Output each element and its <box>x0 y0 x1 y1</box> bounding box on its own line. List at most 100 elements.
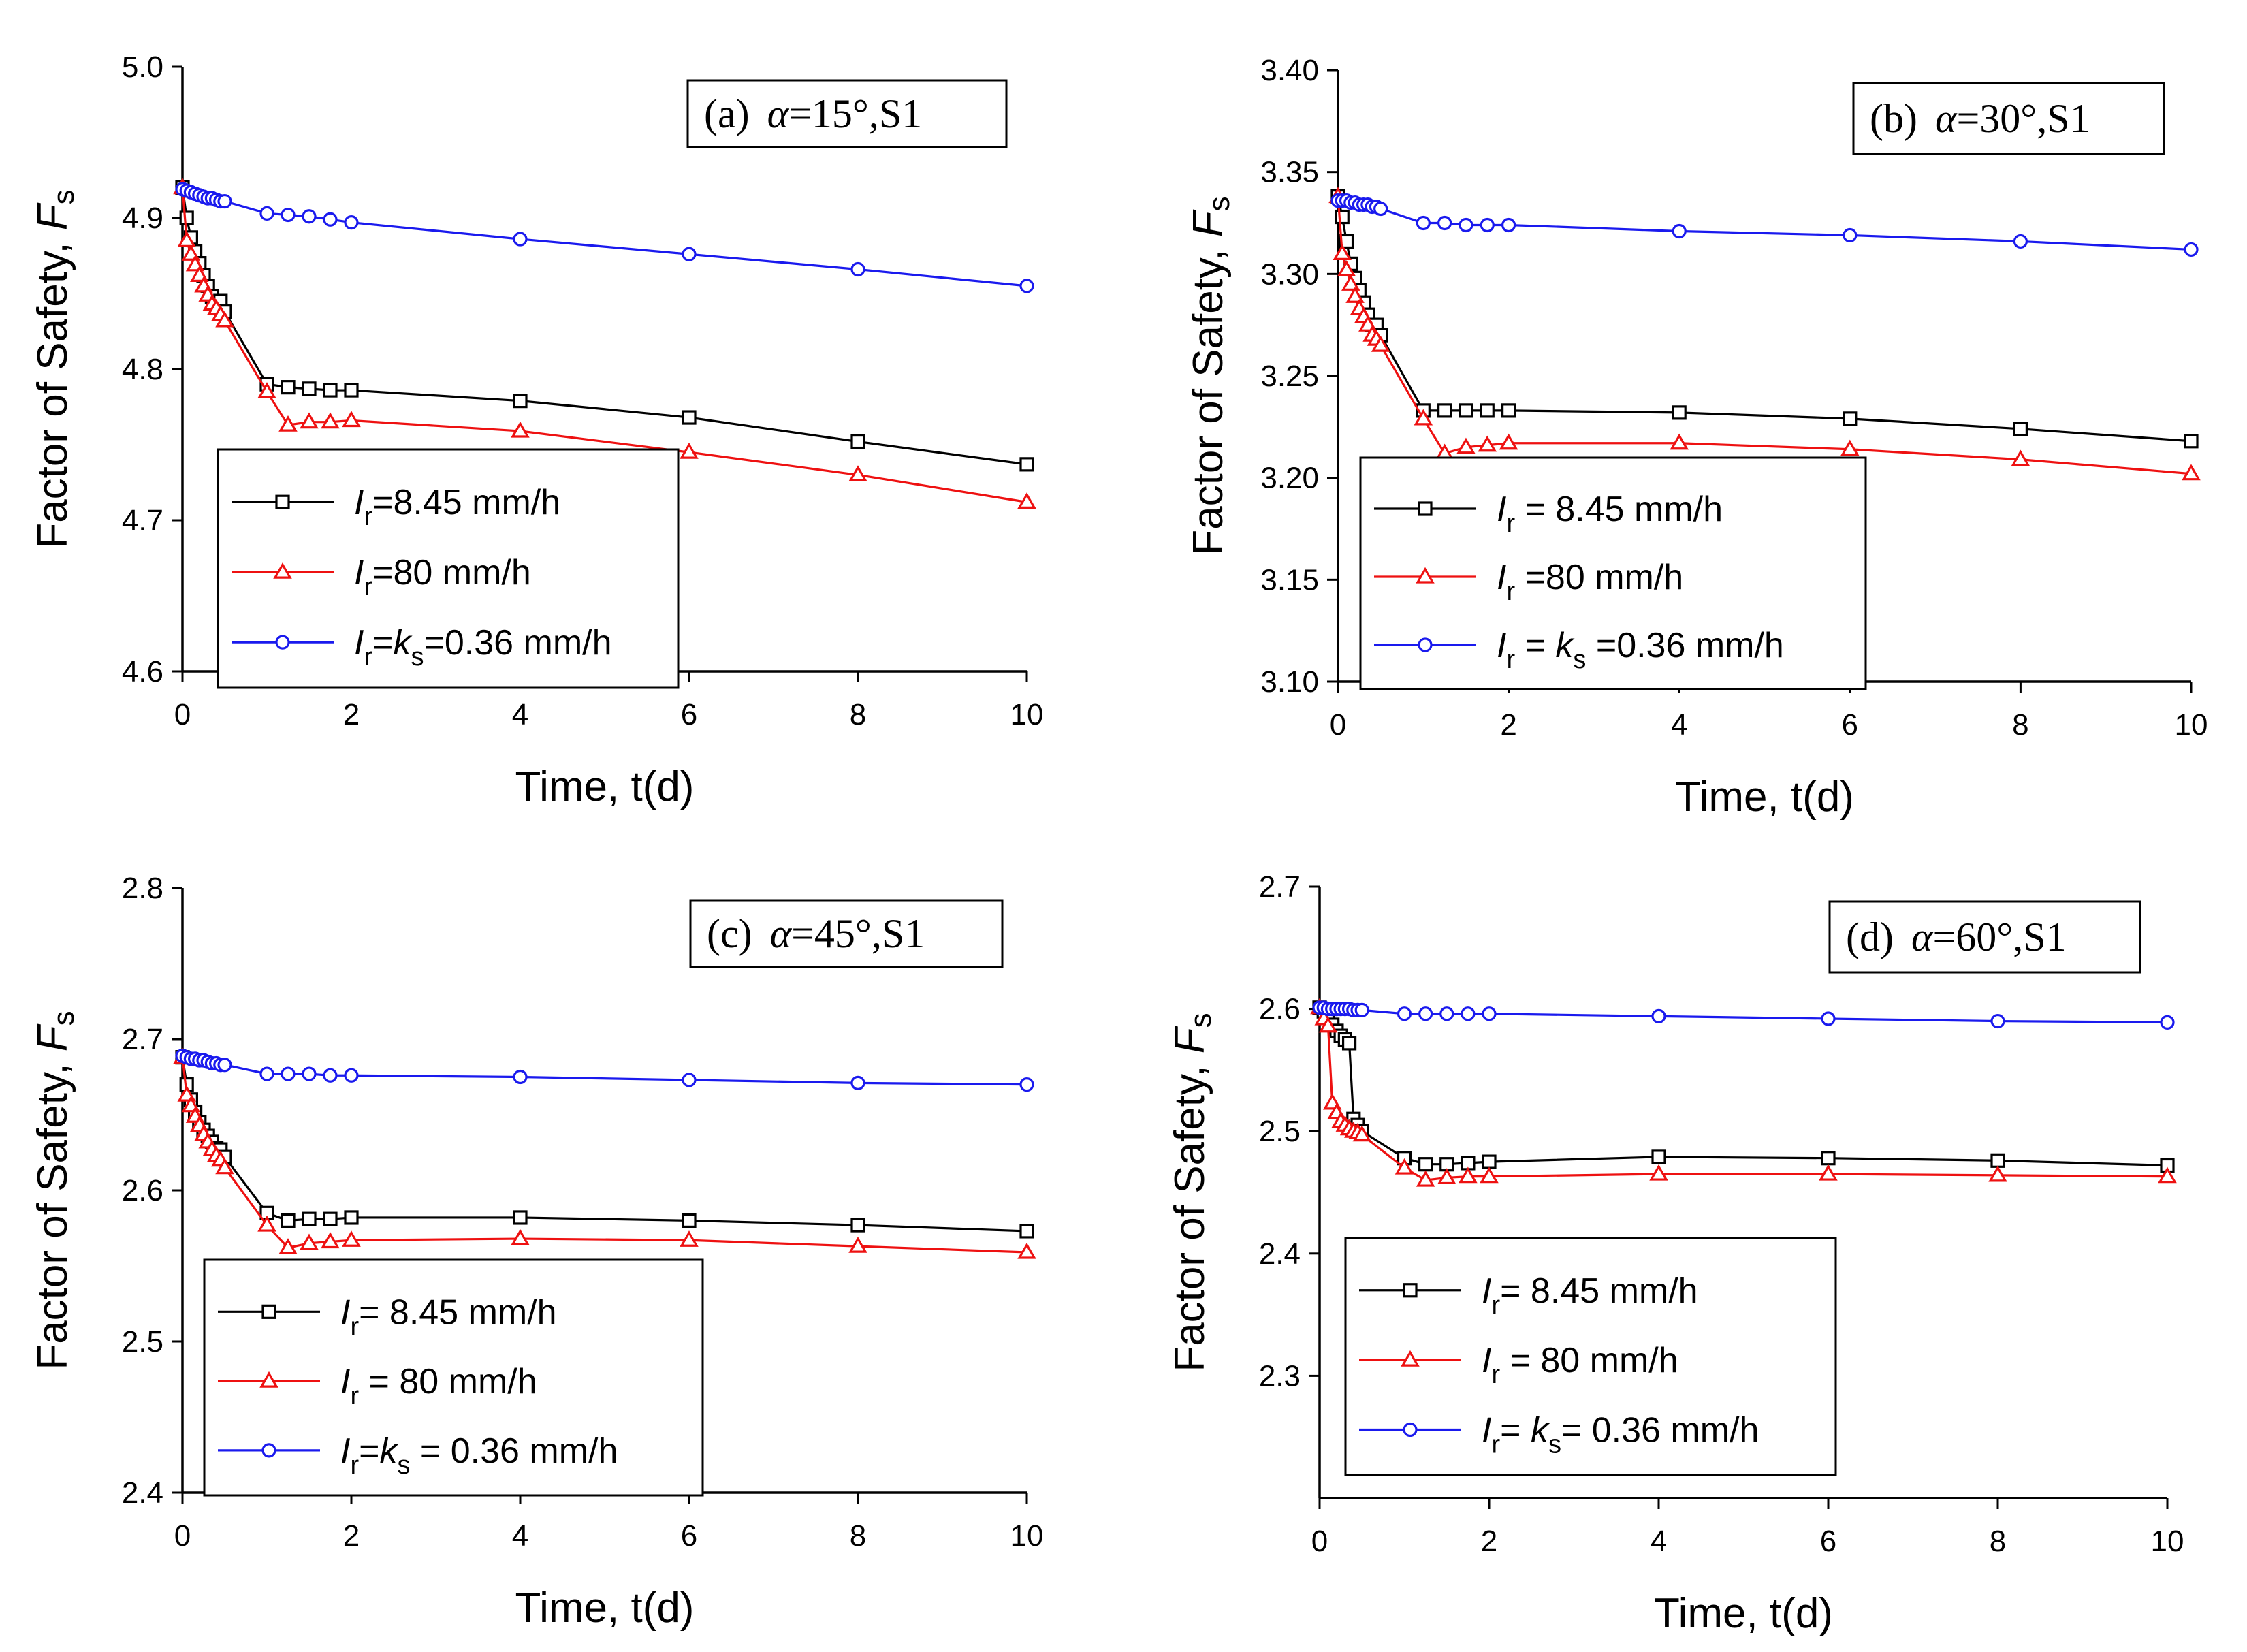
data-point <box>1335 209 1350 225</box>
legend-text-part: =80 mm/h <box>1515 558 1683 597</box>
y-tick-label: 4.7 <box>122 504 163 537</box>
legend-subscript: r <box>1491 1361 1500 1389</box>
y-axis-title-symbol: F <box>1185 209 1232 237</box>
legend-text-part: = 80 mm/h <box>1500 1341 1678 1380</box>
data-point <box>1019 457 1034 472</box>
legend-entry: Ir= 8.45 mm/h <box>340 1292 557 1341</box>
annotation-box <box>686 79 1008 148</box>
legend-subscript: r <box>1491 1430 1500 1459</box>
chart-panel: 4.6 4.7 4.8 4.9 5.0 0 2 4 6 8 10 Time, t(d) Factor o… <box>29 50 1043 810</box>
legend-text-part: =8.45 mm/h <box>372 483 560 522</box>
x-tick-label: 0 <box>174 1519 191 1553</box>
data-point <box>344 1210 359 1225</box>
x-tick-label: 6 <box>681 698 697 731</box>
data-point <box>177 231 196 247</box>
y-axis-title: Factor of Safety, Fs <box>1185 196 1236 555</box>
x-tick-label: 2 <box>343 698 360 731</box>
legend-box <box>217 448 680 689</box>
data-point <box>1341 274 1360 291</box>
data-point <box>680 1230 699 1247</box>
legend-entry: Ir = 8.45 mm/h <box>1497 490 1723 538</box>
series-circle <box>1312 1000 2175 1030</box>
data-point <box>1416 1170 1435 1187</box>
data-point <box>1017 492 1036 509</box>
data-point <box>1352 1125 1372 1142</box>
legend-text-part: =0.36 mm/h <box>424 623 611 663</box>
data-point <box>281 380 296 395</box>
x-tick-label: 10 <box>1010 698 1044 731</box>
legend-entry: Ir=ks = 0.36 mm/h <box>340 1431 618 1480</box>
data-point <box>1371 335 1390 352</box>
data-point <box>1354 1002 1369 1017</box>
legend-text-part: = <box>372 623 393 663</box>
legend-subscript: s <box>1573 646 1586 674</box>
data-point <box>1017 1242 1036 1259</box>
data-point <box>281 1213 296 1228</box>
legend-symbol: I <box>1497 490 1506 529</box>
data-point <box>1501 217 1516 233</box>
data-point <box>850 261 865 277</box>
legend-symbol: I <box>1482 1341 1491 1380</box>
legend-subscript: s <box>397 1451 410 1480</box>
x-tick-label: 6 <box>681 1519 697 1553</box>
legend-text-part: = <box>1500 1410 1531 1450</box>
data-point <box>1019 279 1034 293</box>
x-axis-title: Time, t(d) <box>1654 1590 1833 1637</box>
series-circle <box>175 182 1034 293</box>
data-point <box>1672 223 1687 239</box>
legend-entry: Ir =80 mm/h <box>1497 558 1683 606</box>
y-tick-label: 3.15 <box>1260 563 1319 597</box>
y-tick-label: 2.4 <box>122 1476 163 1510</box>
y-tick-label: 2.4 <box>1259 1237 1301 1271</box>
data-point <box>1333 244 1352 260</box>
legend-entry: Ir= 8.45 mm/h <box>1482 1271 1698 1320</box>
data-point <box>323 1211 338 1226</box>
legend-subscript: r <box>364 503 372 531</box>
data-point <box>1437 215 1452 231</box>
data-point <box>1843 227 1858 243</box>
y-axis-title-subscript: s <box>47 189 80 204</box>
data-point <box>1395 1158 1414 1175</box>
data-point <box>1437 403 1452 418</box>
annotation-panel-letter: (a) <box>704 91 750 136</box>
data-point <box>1670 433 1689 450</box>
legend-swatch-marker <box>1418 637 1433 652</box>
x-axis-title: Time, t(d) <box>1675 774 1854 821</box>
data-point <box>513 232 528 247</box>
y-tick-label: 3.25 <box>1260 360 1319 393</box>
y-tick-label: 5.0 <box>122 50 163 84</box>
data-point <box>344 383 359 398</box>
annotation-panel-letter: (b) <box>1870 96 1917 141</box>
annotation-alpha-value: =45°,S1 <box>791 911 925 956</box>
annotation-box <box>1852 82 2165 155</box>
legend-text-part: = 80 mm/h <box>359 1362 537 1401</box>
legend-symbol: I <box>354 553 364 592</box>
data-point <box>682 247 697 261</box>
data-point <box>1990 1153 2005 1168</box>
data-point <box>1480 217 1495 233</box>
data-point <box>321 1232 340 1249</box>
x-tick-label: 8 <box>2012 708 2028 742</box>
y-axis-title-symbol: F <box>29 1023 76 1051</box>
legend-swatch-marker <box>261 1304 276 1319</box>
x-tick-label: 10 <box>1010 1519 1044 1553</box>
data-point <box>302 209 317 224</box>
annotation-panel-letter: (d) <box>1846 915 1894 959</box>
data-point <box>259 1066 274 1081</box>
legend-entry: Ir = 80 mm/h <box>1482 1341 1678 1389</box>
data-point <box>217 193 232 209</box>
data-point <box>2013 234 2028 249</box>
data-point <box>302 1066 317 1081</box>
series-square <box>1312 1000 2175 1173</box>
legend-text-part: = <box>1515 626 1555 665</box>
legend-swatch-marker <box>259 1371 278 1388</box>
legend-entry: Ir=8.45 mm/h <box>354 483 560 531</box>
y-tick-label: 4.8 <box>122 353 163 386</box>
legend-symbol: k <box>1531 1410 1550 1450</box>
data-point <box>848 1236 867 1253</box>
series-circle <box>175 1048 1034 1092</box>
y-tick-label: 2.7 <box>122 1023 163 1056</box>
legend-subscript: r <box>364 573 372 601</box>
legend-symbol: I <box>1482 1271 1491 1311</box>
legend-symbol: I <box>340 1431 350 1471</box>
